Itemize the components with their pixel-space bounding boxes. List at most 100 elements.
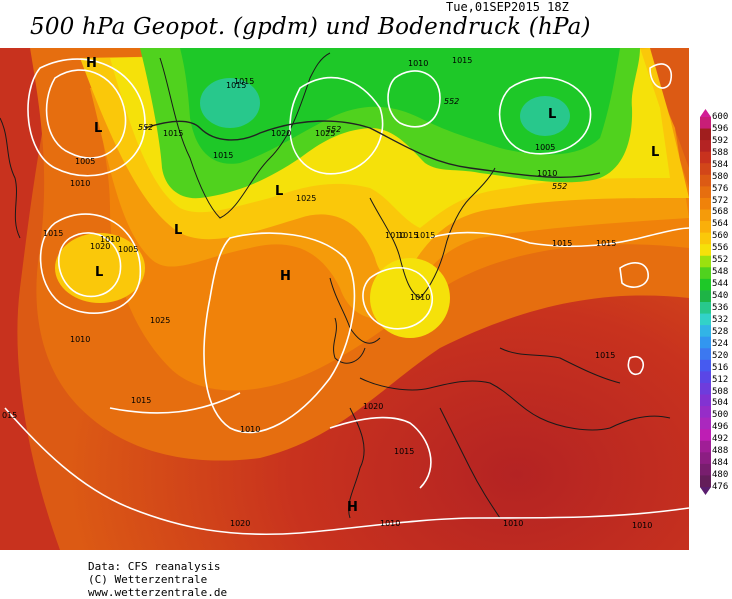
colorbar-swatch	[700, 302, 711, 315]
isobar-label: 1020	[271, 129, 291, 138]
isobar-label: 1005	[118, 245, 138, 254]
isobar-labels: 1005 1010 1015 1020 1025 1010 1005 1010 …	[2, 56, 652, 530]
isobar-label: 1015	[415, 231, 435, 240]
colorbar-tick-label: 476	[712, 482, 729, 492]
isobar-label: 015	[2, 411, 17, 420]
colorbar-swatch	[700, 336, 711, 349]
colorbar-tick-label: 568	[712, 207, 729, 218]
colorbar-tick-label: 584	[712, 159, 729, 170]
isobar-label: 1010	[503, 519, 523, 528]
low-center: L	[651, 145, 659, 160]
isobar-label: 1015	[452, 56, 472, 65]
isobar-label: 1025	[150, 316, 170, 325]
colorbar-swatch	[700, 348, 711, 361]
isobar-label: 1020	[90, 242, 110, 251]
colorbar-swatch	[700, 463, 711, 476]
isobar-label: 1015	[394, 447, 414, 456]
isobar-label: 1010	[70, 335, 90, 344]
coastlines	[0, 52, 671, 519]
colorbar-swatch	[700, 117, 711, 130]
colorbar-swatch	[700, 209, 711, 222]
colorbar-swatch	[700, 325, 711, 338]
colorbar-tick-label: 500	[712, 410, 729, 421]
colorbar-tick-label: 484	[712, 458, 729, 469]
colorbar-tick-label: 508	[712, 386, 729, 397]
colorbar-swatch	[700, 197, 711, 210]
pressure-centers: H L L L L H L L H	[86, 56, 659, 515]
geopot-label: 552	[444, 97, 459, 106]
colorbar-swatch	[700, 417, 711, 430]
colorbar-tick-label: 552	[712, 255, 729, 266]
colorbar-swatch	[700, 186, 711, 199]
high-center: H	[86, 56, 97, 71]
colorbar-tick-label: 528	[712, 326, 729, 337]
colorbar-swatch	[700, 163, 711, 176]
isobar-label: 1015	[43, 229, 63, 238]
data-source: Data: CFS reanalysis	[88, 560, 221, 573]
isobar-label: 1015	[131, 396, 151, 405]
colorbar-swatch	[700, 232, 711, 245]
colorbar-swatch	[700, 452, 711, 465]
colorbar-tick-label: 596	[712, 123, 729, 134]
colorbar-tick-label: 512	[712, 374, 729, 385]
colorbar-swatch	[700, 371, 711, 384]
weather-map: 1005 1010 1015 1020 1025 1010 1005 1010 …	[0, 48, 689, 550]
isobar-label: 1010	[408, 59, 428, 68]
isobars	[4, 58, 689, 536]
colorbar-tick-label: 488	[712, 446, 729, 457]
colorbar-swatch	[700, 475, 711, 488]
isobar-label: 1010	[100, 235, 120, 244]
colorbar-tick-label: 504	[712, 398, 729, 409]
colorbar	[700, 109, 711, 495]
yellow-low-west	[55, 233, 145, 303]
colorbar-swatch	[700, 382, 711, 395]
isobar-label: 1010	[240, 425, 260, 434]
colorbar-swatch	[700, 221, 711, 234]
high-center: H	[347, 500, 358, 515]
colorbar-tick-label: 548	[712, 267, 729, 278]
timestamp: Tue,01SEP2015 18Z	[446, 0, 569, 14]
low-center: L	[95, 265, 103, 280]
isobar-label: 1015	[213, 151, 233, 160]
colorbar-swatch	[700, 244, 711, 257]
isobar-label: 1010	[380, 519, 400, 528]
isobar-label: 1010	[632, 521, 652, 530]
colorbar-tick-label: 524	[712, 338, 729, 349]
west-band	[0, 48, 60, 550]
geopot-labels: 552 552 552 552	[138, 97, 567, 191]
low-center: L	[174, 223, 182, 238]
low-center: L	[548, 107, 556, 122]
colorbar-tick-label: 496	[712, 422, 729, 433]
high-center: H	[280, 269, 291, 284]
colorbar-swatch	[700, 429, 711, 442]
colorbar-swatch	[700, 440, 711, 453]
colorbar-swatch	[700, 255, 711, 268]
colorbar-tick-label: 580	[712, 171, 729, 182]
colorbar-swatch	[700, 151, 711, 164]
isobar-label: 1005	[75, 157, 95, 166]
colorbar-tick-label: 480	[712, 470, 729, 481]
colorbar-swatch	[700, 359, 711, 372]
isobar-label: 1020	[363, 402, 383, 411]
cyan-low-scandinavia	[520, 96, 570, 136]
isobar-label: 1025	[315, 129, 335, 138]
colorbar-tick-label: 600	[712, 112, 729, 122]
colorbar-tick-label: 556	[712, 243, 729, 254]
isobar-label: 1015	[595, 351, 615, 360]
colorbar-tick-label: 536	[712, 302, 729, 313]
isobar-label: 1010	[70, 179, 90, 188]
isobar-label: 1015	[226, 81, 246, 90]
colorbar-arrow-bottom	[700, 487, 711, 495]
colorbar-tick-label: 532	[712, 314, 729, 325]
geopot-label: 552	[326, 125, 341, 134]
colorbar-tick-label: 520	[712, 350, 729, 361]
footer: Data: CFS reanalysis (C) Wetterzentrale …	[88, 560, 227, 599]
colorbar-swatch	[700, 278, 711, 291]
isobar-label: 1015	[234, 77, 254, 86]
colorbar-tick-label: 492	[712, 434, 729, 445]
colorbar-swatch	[700, 313, 711, 326]
colorbar-swatch	[700, 128, 711, 141]
colorbar-swatch	[700, 406, 711, 419]
colorbar-swatch	[700, 290, 711, 303]
isobar-label: 1015	[596, 239, 616, 248]
